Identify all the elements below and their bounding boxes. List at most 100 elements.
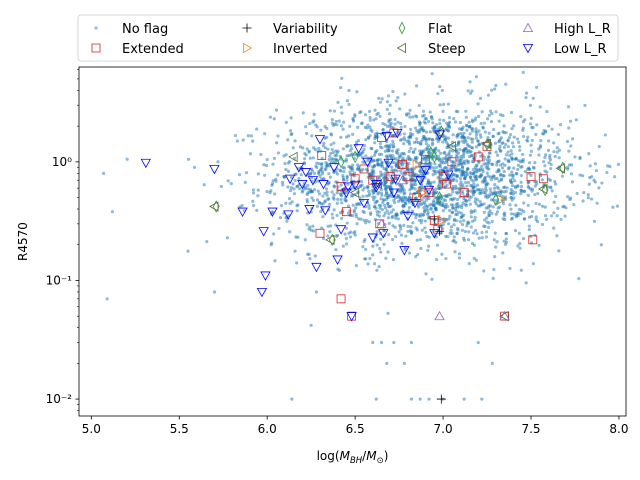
point-no-flag [378, 158, 382, 162]
point-no-flag [506, 150, 510, 154]
point-no-flag [387, 120, 391, 124]
point-no-flag [284, 153, 288, 157]
point-no-flag [382, 214, 386, 218]
point-no-flag [349, 144, 353, 148]
point-no-flag [427, 397, 431, 401]
point-no-flag [461, 125, 465, 129]
point-no-flag [288, 201, 292, 206]
point-no-flag [443, 156, 448, 160]
point-no-flag [469, 225, 473, 229]
point-no-flag [351, 118, 355, 122]
point-no-flag [289, 132, 293, 137]
point-no-flag [493, 183, 497, 187]
point-no-flag [401, 198, 405, 202]
point-no-flag [363, 113, 368, 117]
point-no-flag [489, 178, 493, 182]
point-no-flag [480, 110, 484, 114]
legend-marker-flat [398, 21, 406, 35]
point-no-flag [534, 218, 538, 222]
point-no-flag [472, 189, 476, 194]
point-no-flag [486, 93, 491, 97]
point-no-flag [468, 124, 472, 128]
point-low-l-r [209, 164, 220, 175]
point-no-flag [464, 109, 468, 113]
point-no-flag [303, 157, 307, 161]
point-no-flag [508, 153, 512, 158]
point-no-flag [470, 146, 475, 150]
point-no-flag [368, 172, 372, 176]
point-no-flag [515, 172, 519, 176]
point-no-flag [286, 161, 291, 165]
point-no-flag [454, 169, 458, 173]
point-extended [341, 207, 351, 217]
point-no-flag [540, 222, 545, 227]
point-no-flag [409, 340, 414, 345]
point-no-flag [527, 224, 531, 228]
point-inverted [437, 215, 447, 226]
point-no-flag [385, 124, 390, 128]
point-no-flag [492, 238, 496, 242]
point-no-flag [510, 156, 514, 160]
point-no-flag [436, 92, 440, 96]
point-no-flag [373, 134, 377, 139]
point-no-flag [411, 173, 416, 177]
point-no-flag [348, 170, 352, 174]
point-no-flag [376, 158, 380, 162]
point-no-flag [361, 149, 365, 154]
point-no-flag [545, 110, 549, 114]
point-no-flag [418, 128, 422, 132]
point-no-flag [534, 201, 538, 206]
point-no-flag [466, 189, 470, 193]
point-no-flag [455, 219, 459, 223]
point-no-flag [273, 192, 277, 196]
point-no-flag [486, 135, 490, 140]
point-no-flag [429, 207, 433, 211]
point-no-flag [409, 225, 413, 229]
point-no-flag [332, 109, 337, 113]
point-no-flag [530, 138, 534, 143]
x-tick-label: 7.5 [521, 422, 540, 436]
point-no-flag [385, 361, 389, 365]
point-no-flag [367, 220, 371, 224]
point-no-flag [428, 110, 432, 114]
point-no-flag [212, 290, 217, 294]
point-no-flag [320, 165, 324, 169]
point-no-flag [483, 130, 487, 134]
point-no-flag [359, 217, 363, 221]
point-no-flag [378, 145, 383, 149]
point-no-flag [549, 185, 553, 190]
point-no-flag [477, 161, 481, 165]
point-no-flag [513, 228, 518, 233]
point-no-flag [547, 139, 551, 143]
point-no-flag [334, 180, 338, 184]
point-no-flag [332, 141, 336, 145]
point-no-flag [517, 231, 521, 235]
point-no-flag [398, 225, 403, 229]
point-no-flag [577, 276, 581, 281]
point-no-flag [466, 238, 471, 242]
point-no-flag [451, 184, 455, 189]
point-no-flag [530, 214, 534, 219]
point-no-flag [550, 189, 554, 193]
point-no-flag [309, 228, 313, 232]
point-no-flag [567, 149, 571, 153]
point-no-flag [388, 103, 392, 107]
point-no-flag [420, 228, 424, 232]
point-no-flag [498, 205, 502, 209]
point-no-flag [406, 198, 410, 202]
point-no-flag [403, 199, 407, 204]
point-no-flag [323, 167, 327, 172]
point-no-flag [373, 201, 377, 205]
point-low-l-r [388, 188, 400, 198]
point-no-flag [543, 205, 547, 209]
point-no-flag [356, 125, 360, 130]
point-no-flag [382, 198, 386, 202]
x-tick-label: 6.0 [258, 422, 277, 436]
point-no-flag [474, 116, 478, 120]
point-no-flag [506, 145, 510, 149]
point-no-flag [469, 215, 473, 219]
point-no-flag [444, 127, 449, 131]
point-low-l-r [381, 132, 392, 142]
point-steep [538, 183, 548, 195]
point-no-flag [510, 152, 514, 156]
